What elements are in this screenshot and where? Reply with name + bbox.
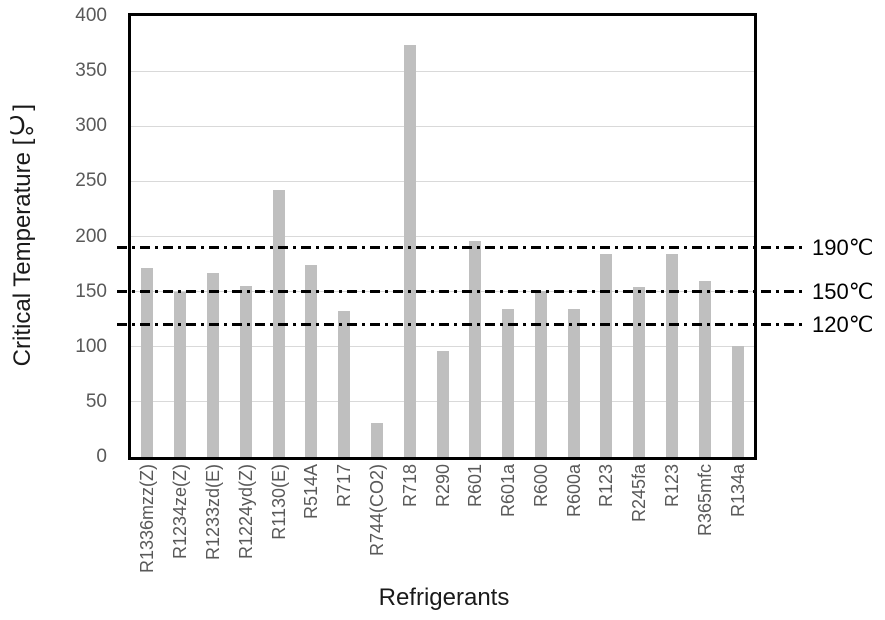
x-tick-label: R123 (596, 464, 617, 508)
gridline (131, 70, 754, 72)
x-tick-label: R601 (465, 464, 486, 508)
bar-R600 (534, 290, 547, 457)
x-axis-title: Refrigerants (378, 584, 510, 611)
reference-line-label: 150℃ (812, 278, 874, 304)
x-tick-label: R601a (498, 464, 519, 518)
bar-R1234ze(Z) (174, 291, 187, 457)
y-tick-label: 50 (85, 390, 107, 412)
reference-line-190 (117, 246, 807, 250)
y-tick-label: 100 (75, 335, 107, 357)
gridline (131, 346, 754, 348)
reference-line-120 (117, 323, 807, 327)
x-tick-label: R123 (662, 464, 683, 508)
y-tick-label: 0 (96, 446, 107, 467)
x-tick-label: R1130(E) (268, 464, 289, 540)
y-tick-label: 200 (75, 225, 107, 247)
x-tick-label: R717 (334, 464, 355, 508)
bar-R123 (600, 254, 613, 457)
x-tick-label: R1234ze(Z) (170, 464, 191, 560)
y-tick-label: 400 (75, 5, 107, 26)
bar-R365mfc (698, 280, 711, 457)
bar-R717 (338, 311, 351, 457)
x-tick-label: R1336mzz(Z) (137, 464, 158, 574)
x-tick-label: R744(CO2) (366, 464, 387, 557)
x-tick-label: R1233zd(E) (202, 464, 223, 561)
y-tick-label: 350 (75, 60, 107, 82)
bar-R134a (731, 345, 744, 457)
reference-line-label: 190℃ (812, 234, 874, 260)
x-tick-label: R290 (432, 464, 453, 508)
bar-R514A (305, 265, 318, 457)
x-tick-label: R1224yd(Z) (235, 464, 256, 560)
bar-R601a (502, 309, 515, 457)
bar-R123 (666, 254, 679, 457)
x-tick-label: R365mfc (694, 464, 715, 537)
gridline (131, 236, 754, 237)
gridline (131, 180, 754, 182)
bar-R1224yd(Z) (239, 286, 252, 457)
bar-R744(CO2) (370, 422, 383, 457)
y-tick-label: 150 (75, 280, 107, 302)
x-tick-label: R600 (530, 464, 551, 508)
bar-R718 (403, 44, 416, 457)
y-tick-label: 250 (75, 170, 107, 192)
bar-R1336mzz(Z) (141, 268, 154, 457)
bar-R1233zd(E) (206, 272, 219, 457)
y-axis-title: Critical Temperature [℃] (9, 104, 36, 367)
reference-line-150 (117, 290, 807, 294)
bar-R601 (469, 240, 482, 457)
bar-R600a (567, 309, 580, 457)
reference-line-label: 120℃ (812, 311, 874, 337)
x-tick-label: R134a (727, 464, 748, 518)
gridline (131, 125, 754, 127)
x-tick-label: R245fa (629, 464, 650, 523)
x-tick-label: R718 (399, 464, 420, 508)
plot-area (128, 13, 757, 460)
bar-R245fa (633, 287, 646, 457)
bar-R290 (436, 351, 449, 457)
x-tick-label: R600a (563, 464, 584, 518)
y-tick-label: 300 (75, 115, 107, 137)
x-tick-label: R514A (301, 464, 322, 520)
